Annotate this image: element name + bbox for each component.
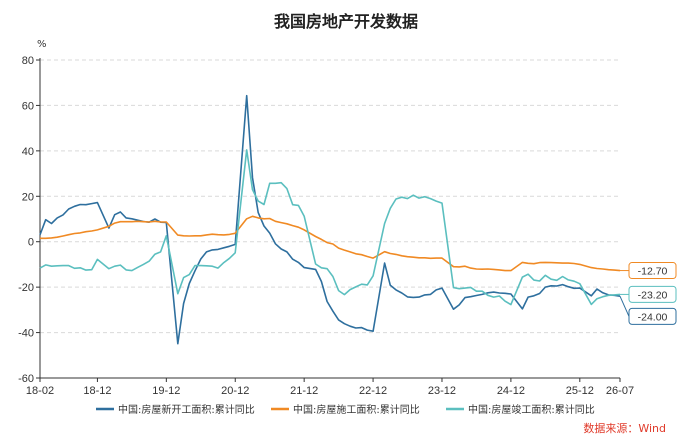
end-value-callouts: -24.00 -12.70 -23.20 (619, 262, 677, 325)
x-tick-label: 20-12 (221, 385, 249, 397)
x-tick-label: 22-12 (359, 385, 387, 397)
x-tick-label: 18-12 (83, 385, 111, 397)
y-tick-label: 20 (22, 191, 34, 203)
y-tick-label: -40 (18, 328, 34, 340)
chart-title: 我国房地产开发数据 (274, 12, 418, 31)
callout-box (628, 262, 677, 280)
series-line-3 (39, 149, 621, 306)
x-tick-label: 23-12 (428, 385, 456, 397)
x-tick-label: 24-12 (497, 385, 525, 397)
series-line-2 (40, 215, 621, 272)
end-value-label: -12.70 (638, 266, 668, 278)
y-tick-label: -20 (18, 282, 34, 294)
y-tick-label: -60 (18, 373, 34, 385)
legend-label: 中国:房屋施工面积:累计同比 (293, 403, 420, 416)
legend-label: 中国:房屋竣工面积:累计同比 (468, 403, 595, 416)
source-note: 数据来源：Wind (583, 421, 666, 435)
end-value-label: -23.20 (638, 289, 668, 301)
x-tick-label: 25-12 (566, 385, 594, 397)
x-tick-label: 21-12 (290, 385, 318, 397)
series-line-1 (39, 94, 621, 345)
axes (39, 58, 620, 379)
x-tick-label: 26-07 (606, 385, 634, 397)
y-tick-label: 80 (22, 55, 34, 67)
legend: 中国:房屋新开工面积:累计同比 中国:房屋施工面积:累计同比 中国:房屋竣工面积:累… (96, 403, 595, 416)
callout-leader (619, 296, 630, 317)
y-tick-label: 40 (22, 146, 34, 158)
gridlines (40, 59, 620, 334)
y-axis-ticks: -60 -40 -20 0 20 40 60 80 (18, 55, 40, 385)
x-axis-ticks: 18-02 18-12 19-12 20-12 21-12 22-12 23-12 24-12… (26, 378, 634, 397)
callout-box (628, 307, 677, 325)
series-lines (39, 94, 621, 345)
x-tick-label: 19-12 (152, 385, 180, 397)
callout-box (628, 285, 677, 303)
end-value-label: -24.00 (638, 311, 668, 323)
y-axis-unit-label: % (37, 39, 47, 50)
legend-label: 中国:房屋新开工面积:累计同比 (118, 403, 255, 416)
y-tick-label: 0 (28, 237, 34, 249)
y-tick-label: 60 (22, 100, 34, 112)
x-tick-label: 18-02 (26, 385, 54, 397)
